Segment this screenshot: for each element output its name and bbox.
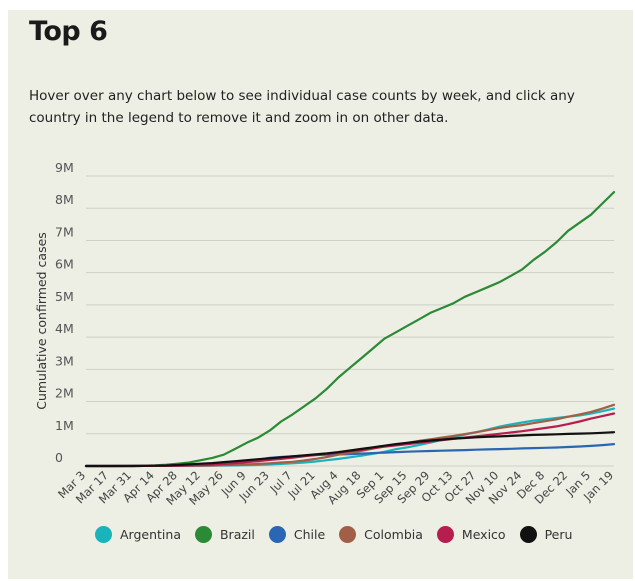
- legend-item-peru[interactable]: Peru: [519, 526, 573, 543]
- legend-item-mexico[interactable]: Mexico: [436, 526, 506, 543]
- y-tick-label: 5M: [55, 289, 74, 304]
- legend-item-argentina[interactable]: Argentina: [95, 526, 181, 543]
- y-tick-label: 9M: [55, 160, 74, 175]
- y-tick-label: 7M: [55, 224, 74, 239]
- intro-text: Hover over any chart below to see indivi…: [29, 88, 575, 126]
- series-line-argentina[interactable]: [84, 407, 616, 468]
- legend-label: Argentina: [120, 527, 181, 542]
- legend-item-chile[interactable]: Chile: [268, 526, 326, 543]
- y-tick-label: 8M: [55, 192, 74, 207]
- series-line-chile[interactable]: [84, 443, 616, 468]
- legend-label: Chile: [293, 527, 326, 542]
- legend-swatch: [339, 526, 357, 543]
- y-axis-ticks: 0 1M 2M 3M 4M 5M 6M 7M 8M 9M: [55, 160, 74, 465]
- legend-label: Peru: [544, 527, 573, 542]
- legend[interactable]: Argentina Brazil Chile Colombia Mexico Peru: [95, 526, 586, 543]
- legend-label: Colombia: [364, 527, 423, 542]
- legend-swatch: [95, 526, 112, 543]
- legend-label: Mexico: [461, 527, 506, 542]
- legend-item-brazil[interactable]: Brazil: [194, 526, 255, 543]
- legend-swatch: [519, 526, 537, 543]
- legend-swatch: [194, 526, 212, 543]
- page-title: Top 6: [29, 16, 108, 47]
- legend-item-colombia[interactable]: Colombia: [339, 526, 423, 543]
- y-tick-label: 6M: [55, 257, 74, 272]
- y-axis-label: Cumulative confirmed cases: [34, 232, 49, 410]
- y-tick-label: 3M: [55, 353, 74, 368]
- series-line-brazil[interactable]: [84, 191, 616, 468]
- grid-lines: [86, 175, 614, 467]
- series-lines[interactable]: [84, 191, 616, 468]
- y-tick-label: 2M: [55, 386, 74, 401]
- series-line-peru[interactable]: [84, 431, 616, 468]
- legend-swatch: [436, 526, 454, 543]
- chart-panel: Top 6 Hover over any chart below to see …: [8, 10, 633, 579]
- y-tick-label: 0: [55, 450, 63, 465]
- y-tick-label: 4M: [55, 321, 74, 336]
- y-tick-label: 1M: [55, 418, 74, 433]
- legend-label: Brazil: [219, 527, 255, 542]
- legend-swatch: [268, 526, 286, 543]
